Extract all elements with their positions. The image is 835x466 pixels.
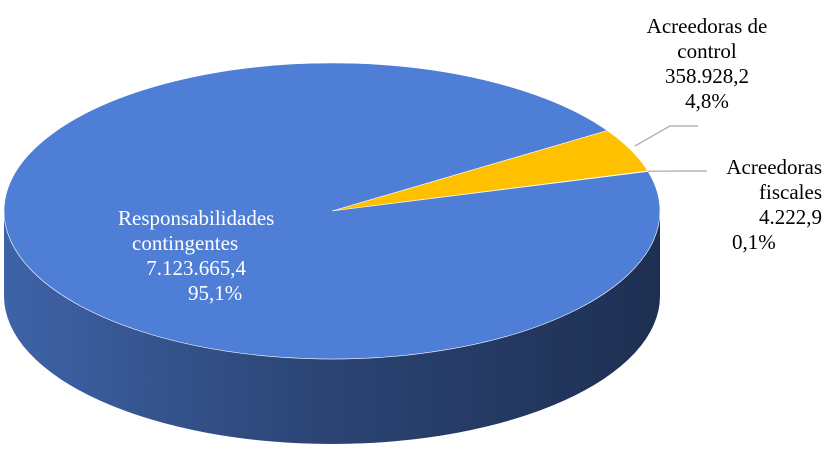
label-name-line1: Acreedoras	[726, 155, 822, 179]
label-name-line1: Acreedoras de	[646, 14, 768, 38]
label-name-line2: fiscales	[759, 180, 822, 204]
pie-side	[4, 211, 660, 444]
label-percent: 4,8%	[685, 89, 729, 113]
label-percent: 95,1%	[188, 281, 243, 305]
label-value: 358.928,2	[665, 64, 749, 88]
label-acreedoras-fiscales: Acreedoras fiscales 4.222,9 0,1%	[690, 155, 822, 255]
label-name-line2: control	[677, 39, 737, 63]
leader-lines	[634, 125, 707, 172]
label-acreedoras-de-control: Acreedoras de control 358.928,2 4,8%	[637, 14, 777, 114]
label-value: 7.123.665,4	[146, 256, 247, 280]
pie-top	[3, 62, 661, 360]
label-percent: 0,1%	[732, 230, 776, 254]
pie-side-wall	[4, 211, 660, 444]
label-name-line1: Responsabilidades	[118, 206, 275, 230]
pie-slice-responsabilidades-contingentes	[3, 62, 661, 360]
label-value: 4.222,9	[759, 205, 822, 229]
label-name-line2: contingentes	[132, 231, 239, 255]
label-responsabilidades-contingentes: Responsabilidades contingentes 7.123.665…	[118, 206, 274, 306]
leader-line-acreedoras-de-control	[634, 125, 698, 147]
